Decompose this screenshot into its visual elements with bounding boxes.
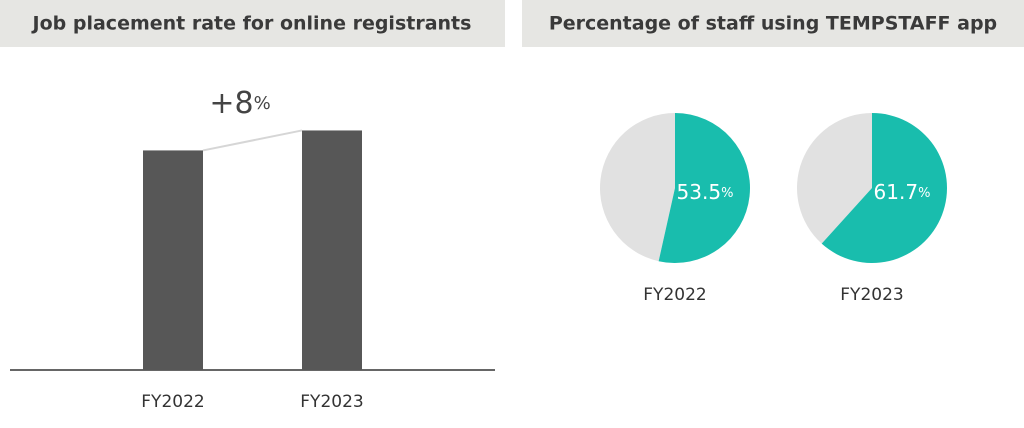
x-tick-label: FY2023 — [300, 392, 363, 412]
bar — [302, 130, 362, 370]
x-tick-label: FY2022 — [141, 392, 204, 412]
pie-slice — [821, 113, 947, 263]
value-number: 61.7 — [874, 180, 919, 204]
value-label: 61.7% — [874, 180, 931, 204]
pie-label: FY2023 — [840, 285, 903, 305]
annotation: +8% — [209, 86, 270, 121]
value-unit: % — [721, 186, 733, 201]
chart-title: Job placement rate for online registrant… — [31, 13, 472, 35]
pie-slice — [658, 113, 751, 263]
title-banner — [522, 0, 1024, 47]
pie-label: FY2022 — [643, 285, 706, 305]
connector — [202, 129, 303, 152]
annotation-value: +8 — [209, 86, 253, 121]
pie-rest — [797, 113, 872, 244]
value-unit: % — [918, 186, 930, 201]
title-banner — [0, 0, 505, 47]
annotation-unit: % — [254, 93, 271, 114]
value-label: 53.5% — [677, 180, 734, 204]
chart-title: Percentage of staff using TEMPSTAFF app — [549, 13, 997, 35]
pie-rest — [599, 113, 675, 262]
value-number: 53.5 — [677, 180, 722, 204]
bar — [143, 150, 203, 370]
